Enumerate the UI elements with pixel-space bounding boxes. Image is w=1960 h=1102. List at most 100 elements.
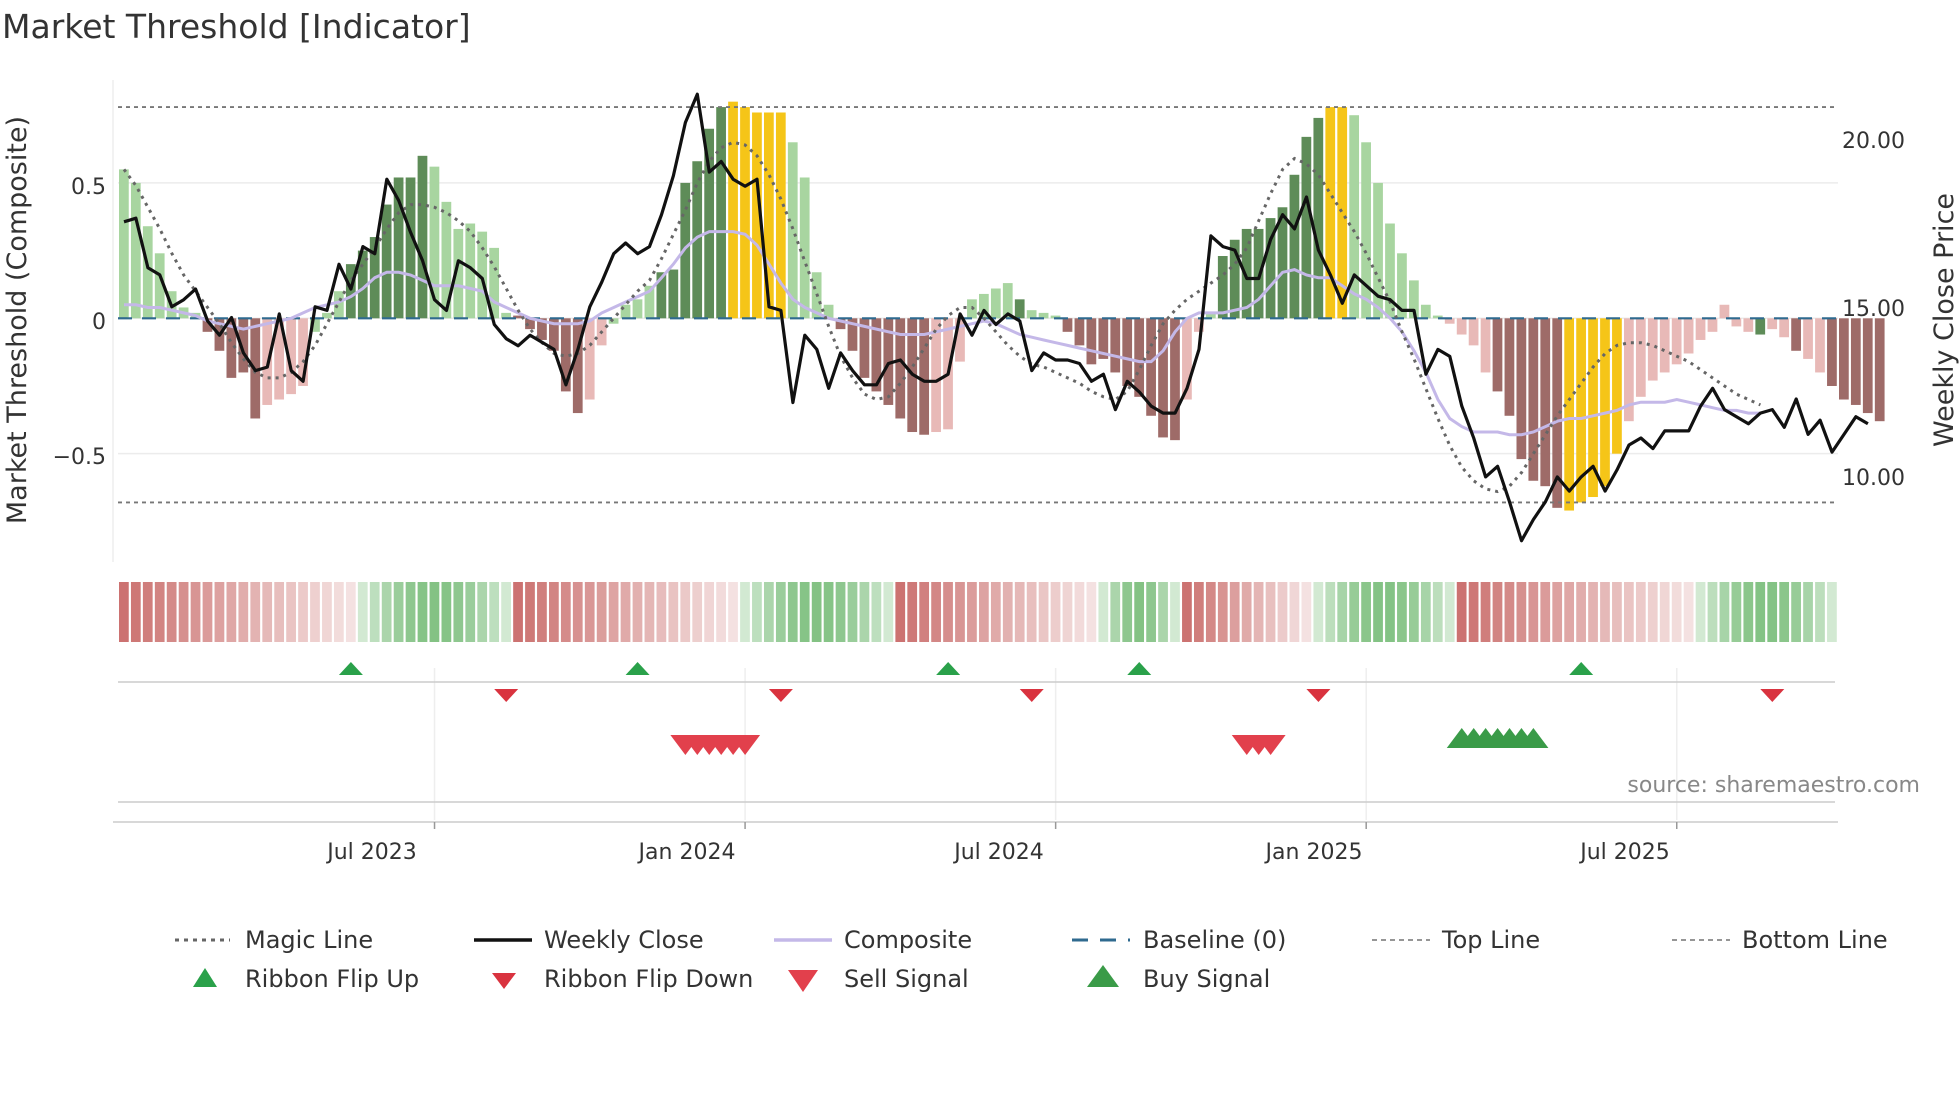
ribbon-cell	[990, 582, 1001, 642]
ribbon-cell	[811, 582, 822, 642]
ribbon-cell	[1289, 582, 1300, 642]
ribbon-cell	[1468, 582, 1479, 642]
right-tick-label: 15.00	[1842, 297, 1905, 322]
ribbon-cell	[1552, 582, 1563, 642]
ribbon-cell	[405, 582, 416, 642]
histogram-bar	[1146, 318, 1156, 416]
ribbon-cell	[967, 582, 977, 642]
series-lines	[122, 92, 1869, 543]
ribbon-cell	[334, 582, 344, 642]
histogram-bar	[1289, 174, 1300, 319]
ribbon-cell	[345, 582, 356, 642]
ribbon-cell	[823, 582, 834, 642]
ribbon-cell	[1504, 582, 1515, 642]
ribbon-cell	[1456, 582, 1467, 642]
ribbon-cell	[1062, 582, 1073, 642]
x-tick-label: Jan 2025	[1264, 840, 1363, 865]
svg-text:Buy Signal: Buy Signal	[1143, 965, 1270, 993]
histogram-bar	[1468, 318, 1479, 346]
ribbon-cell	[1791, 582, 1801, 642]
histogram-bar	[1779, 318, 1790, 338]
histogram-bar	[489, 247, 500, 319]
ribbon-cell	[668, 582, 679, 642]
ribbon-cell	[1695, 582, 1706, 642]
ribbon-cell	[1588, 582, 1598, 642]
histogram-bar	[1325, 107, 1336, 319]
ribbon-cell	[369, 582, 380, 642]
histogram-bar	[477, 231, 488, 319]
histogram-bar	[1182, 318, 1192, 400]
ribbon-cell	[1050, 582, 1061, 642]
ribbon-cell	[775, 582, 786, 642]
ribbon-cell	[274, 582, 285, 642]
ribbon-cell	[799, 582, 810, 642]
ribbon-cell	[596, 582, 607, 642]
histogram-bar	[465, 223, 476, 319]
histogram-bar	[1755, 318, 1766, 335]
ribbon-cell	[154, 582, 165, 642]
histogram-bar	[1683, 318, 1694, 354]
histogram-bar	[1731, 318, 1742, 327]
ribbon-cell	[1767, 582, 1778, 642]
svg-text:Weekly Close: Weekly Close	[544, 926, 704, 954]
ribbon-flip-down-marker	[1019, 689, 1044, 702]
histogram-bar	[1456, 318, 1467, 335]
histogram-bar	[1337, 107, 1348, 319]
histogram-bar	[1600, 318, 1610, 487]
ribbon-cell	[1277, 582, 1288, 642]
histogram-bar	[1612, 318, 1622, 454]
histogram-bar	[1444, 318, 1455, 324]
ribbon-cell	[298, 582, 308, 642]
ribbon-cell	[1755, 582, 1766, 642]
ribbon-cell	[1265, 582, 1276, 642]
histogram-bar	[1349, 115, 1360, 319]
histogram-bar	[537, 318, 547, 340]
ribbon-cell	[1146, 582, 1156, 642]
histogram-bar	[644, 285, 655, 319]
ribbon-cell	[883, 582, 894, 642]
histogram-bar	[130, 182, 141, 319]
left-tick-label: 0.5	[71, 175, 106, 200]
ribbon-cell	[919, 582, 930, 642]
histogram-bar	[1098, 318, 1109, 359]
histogram-bar	[1647, 318, 1658, 381]
histogram-bar	[1397, 253, 1407, 319]
histogram-bar	[1241, 228, 1252, 319]
svg-text:Sell Signal: Sell Signal	[844, 965, 969, 993]
histogram-bar	[1110, 318, 1121, 373]
histogram-bar	[1528, 318, 1539, 481]
histogram-bar	[871, 318, 882, 392]
ribbon-cell	[322, 582, 332, 642]
histogram-bar	[740, 107, 750, 319]
histogram-bar	[417, 155, 428, 319]
histogram-bar	[441, 201, 452, 319]
legend-item-buy-signal: Buy Signal	[1087, 965, 1270, 993]
right-axis-label: Weekly Close Price	[1929, 193, 1960, 447]
ribbon-cell	[262, 582, 273, 642]
ribbon-cell	[537, 582, 547, 642]
ribbon-cell	[489, 582, 500, 642]
histogram-bar	[1827, 318, 1837, 386]
histogram-bar	[142, 226, 153, 319]
histogram-bar	[310, 318, 320, 332]
ribbon-cell	[764, 582, 774, 642]
histogram-bar	[429, 166, 440, 319]
ribbon-cell	[1576, 582, 1586, 642]
ribbon-cell	[835, 582, 846, 642]
ribbon-cell	[1707, 582, 1718, 642]
histogram-bar	[632, 299, 643, 319]
histogram-bar	[1635, 318, 1646, 397]
signal-markers	[338, 662, 1785, 755]
histogram-bar	[1839, 318, 1849, 400]
ribbon-cell	[1337, 582, 1348, 642]
histogram-bar	[1540, 318, 1551, 487]
ribbon-cell	[1731, 582, 1742, 642]
histogram-bar	[202, 318, 213, 332]
ribbon-flip-down-marker	[768, 689, 793, 702]
sell-signal-marker	[1255, 735, 1286, 755]
ribbon-cell	[1397, 582, 1407, 642]
ribbon-cell	[859, 582, 870, 642]
x-tick-label: Jul 2023	[325, 840, 417, 865]
histogram-bar	[584, 318, 595, 400]
